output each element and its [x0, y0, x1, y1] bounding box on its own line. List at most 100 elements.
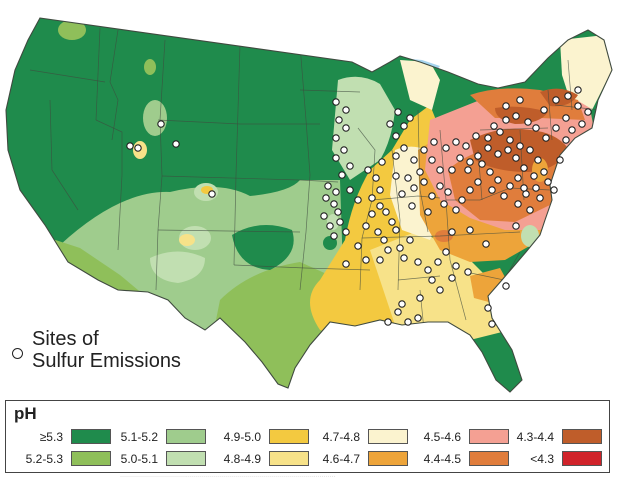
sulfur-site-marker	[408, 202, 416, 210]
sulfur-site-marker	[410, 184, 418, 192]
sulfur-site-marker	[354, 196, 362, 204]
legend-item: 4.7-4.8	[313, 429, 408, 445]
sulfur-site-marker	[584, 108, 592, 116]
legend-swatch	[469, 429, 509, 444]
sulfur-site-marker	[362, 222, 370, 230]
sulfur-site-marker	[368, 194, 376, 202]
sulfur-site-marker	[376, 256, 384, 264]
sulfur-site-marker	[332, 98, 340, 106]
sulfur-site-marker	[502, 282, 510, 290]
legend-item: 4.3-4.4	[507, 429, 602, 445]
sulfur-site-marker	[394, 308, 402, 316]
legend-item-label: 4.9-5.0	[223, 430, 261, 444]
legend-swatch	[269, 429, 309, 444]
sulfur-site-marker	[354, 242, 362, 250]
sulfur-site-marker	[428, 276, 436, 284]
sulfur-site-marker	[512, 222, 520, 230]
sulfur-site-marker	[552, 124, 560, 132]
ph-legend: pH ≥5.3 5.2-5.3 5.1-5.2 5.0-5.1 4.9-5.0 4.8-4…	[5, 400, 610, 473]
sulfur-site-marker	[384, 318, 392, 326]
legend-item-label: ≥5.3	[39, 430, 63, 444]
sulfur-site-marker	[532, 184, 540, 192]
sulfur-site-marker	[378, 158, 386, 166]
sites-legend-line-1: Sites of	[32, 328, 99, 350]
sites-legend-line-2: Sulfur Emissions	[32, 350, 181, 372]
sulfur-site-marker	[326, 222, 334, 230]
sulfur-site-marker	[416, 168, 424, 176]
legend-item-label: 4.3-4.4	[516, 430, 554, 444]
sulfur-site-marker	[502, 102, 510, 110]
legend-item-label: 4.8-4.9	[223, 452, 261, 466]
sulfur-site-marker	[522, 190, 530, 198]
sulfur-site-marker	[420, 146, 428, 154]
legend-item: 4.9-5.0	[214, 429, 309, 445]
legend-item-label: 4.7-4.8	[322, 430, 360, 444]
sulfur-site-marker	[514, 174, 522, 182]
sulfur-site-marker	[346, 186, 354, 194]
sulfur-site-marker	[406, 114, 414, 122]
legend-swatch	[562, 429, 602, 444]
sulfur-site-marker	[400, 254, 408, 262]
legend-item-label: 5.0-5.1	[120, 452, 158, 466]
legend-swatch	[166, 451, 206, 466]
legend-item-label: <4.3	[530, 452, 554, 466]
sulfur-site-marker	[332, 154, 340, 162]
sulfur-site-marker	[330, 200, 338, 208]
sulfur-site-marker	[462, 142, 470, 150]
legend-swatch	[166, 429, 206, 444]
sulfur-site-marker	[414, 258, 422, 266]
sulfur-site-marker	[322, 194, 330, 202]
sulfur-site-marker	[474, 152, 482, 160]
legend-item: 4.5-4.6	[414, 429, 509, 445]
sulfur-site-marker	[442, 248, 450, 256]
sulfur-site-marker	[440, 200, 448, 208]
ph-map	[5, 17, 613, 393]
sulfur-site-marker	[448, 274, 456, 282]
sulfur-site-marker	[332, 188, 340, 196]
sulfur-site-marker	[500, 192, 508, 200]
sulfur-site-marker	[208, 190, 216, 198]
sulfur-site-marker	[574, 102, 582, 110]
sulfur-site-marker	[484, 134, 492, 142]
legend-item: 5.2-5.3	[16, 451, 111, 467]
sulfur-site-marker	[514, 200, 522, 208]
source-credit: ········································…	[120, 474, 336, 480]
sulfur-site-marker	[430, 138, 438, 146]
sulfur-site-marker	[526, 146, 534, 154]
sulfur-site-marker	[488, 320, 496, 328]
sulfur-site-marker	[452, 262, 460, 270]
sulfur-site-marker	[486, 168, 494, 176]
sulfur-site-marker	[472, 132, 480, 140]
sulfur-site-marker	[524, 118, 532, 126]
sulfur-site-marker	[380, 236, 388, 244]
sulfur-site-marker	[512, 112, 520, 120]
legend-swatch	[562, 451, 602, 466]
legend-item-label: 4.4-4.5	[423, 452, 461, 466]
sulfur-site-marker	[376, 186, 384, 194]
sulfur-site-marker	[340, 146, 348, 154]
sulfur-site-marker	[448, 228, 456, 236]
sulfur-site-marker	[386, 120, 394, 128]
sulfur-site-marker	[332, 134, 340, 142]
sulfur-site-marker	[502, 116, 510, 124]
sulfur-site-marker	[520, 164, 528, 172]
sulfur-site-marker	[526, 206, 534, 214]
legend-item: <4.3	[507, 451, 602, 467]
sulfur-site-marker	[448, 166, 456, 174]
sulfur-site-marker	[396, 244, 404, 252]
sulfur-site-marker	[134, 144, 142, 152]
legend-item-label: 5.1-5.2	[120, 430, 158, 444]
legend-item: 4.6-4.7	[313, 451, 408, 467]
sulfur-site-marker	[444, 188, 452, 196]
sulfur-site-marker	[466, 186, 474, 194]
sulfur-site-marker	[488, 186, 496, 194]
sulfur-site-marker	[392, 152, 400, 160]
sulfur-site-marker	[544, 178, 552, 186]
sulfur-site-marker	[452, 206, 460, 214]
sulfur-site-marker	[520, 184, 528, 192]
legend-item-label: 4.6-4.7	[322, 452, 360, 466]
sulfur-site-marker	[404, 318, 412, 326]
sulfur-site-marker	[172, 140, 180, 148]
sulfur-site-marker	[464, 268, 472, 276]
sulfur-site-marker	[392, 226, 400, 234]
